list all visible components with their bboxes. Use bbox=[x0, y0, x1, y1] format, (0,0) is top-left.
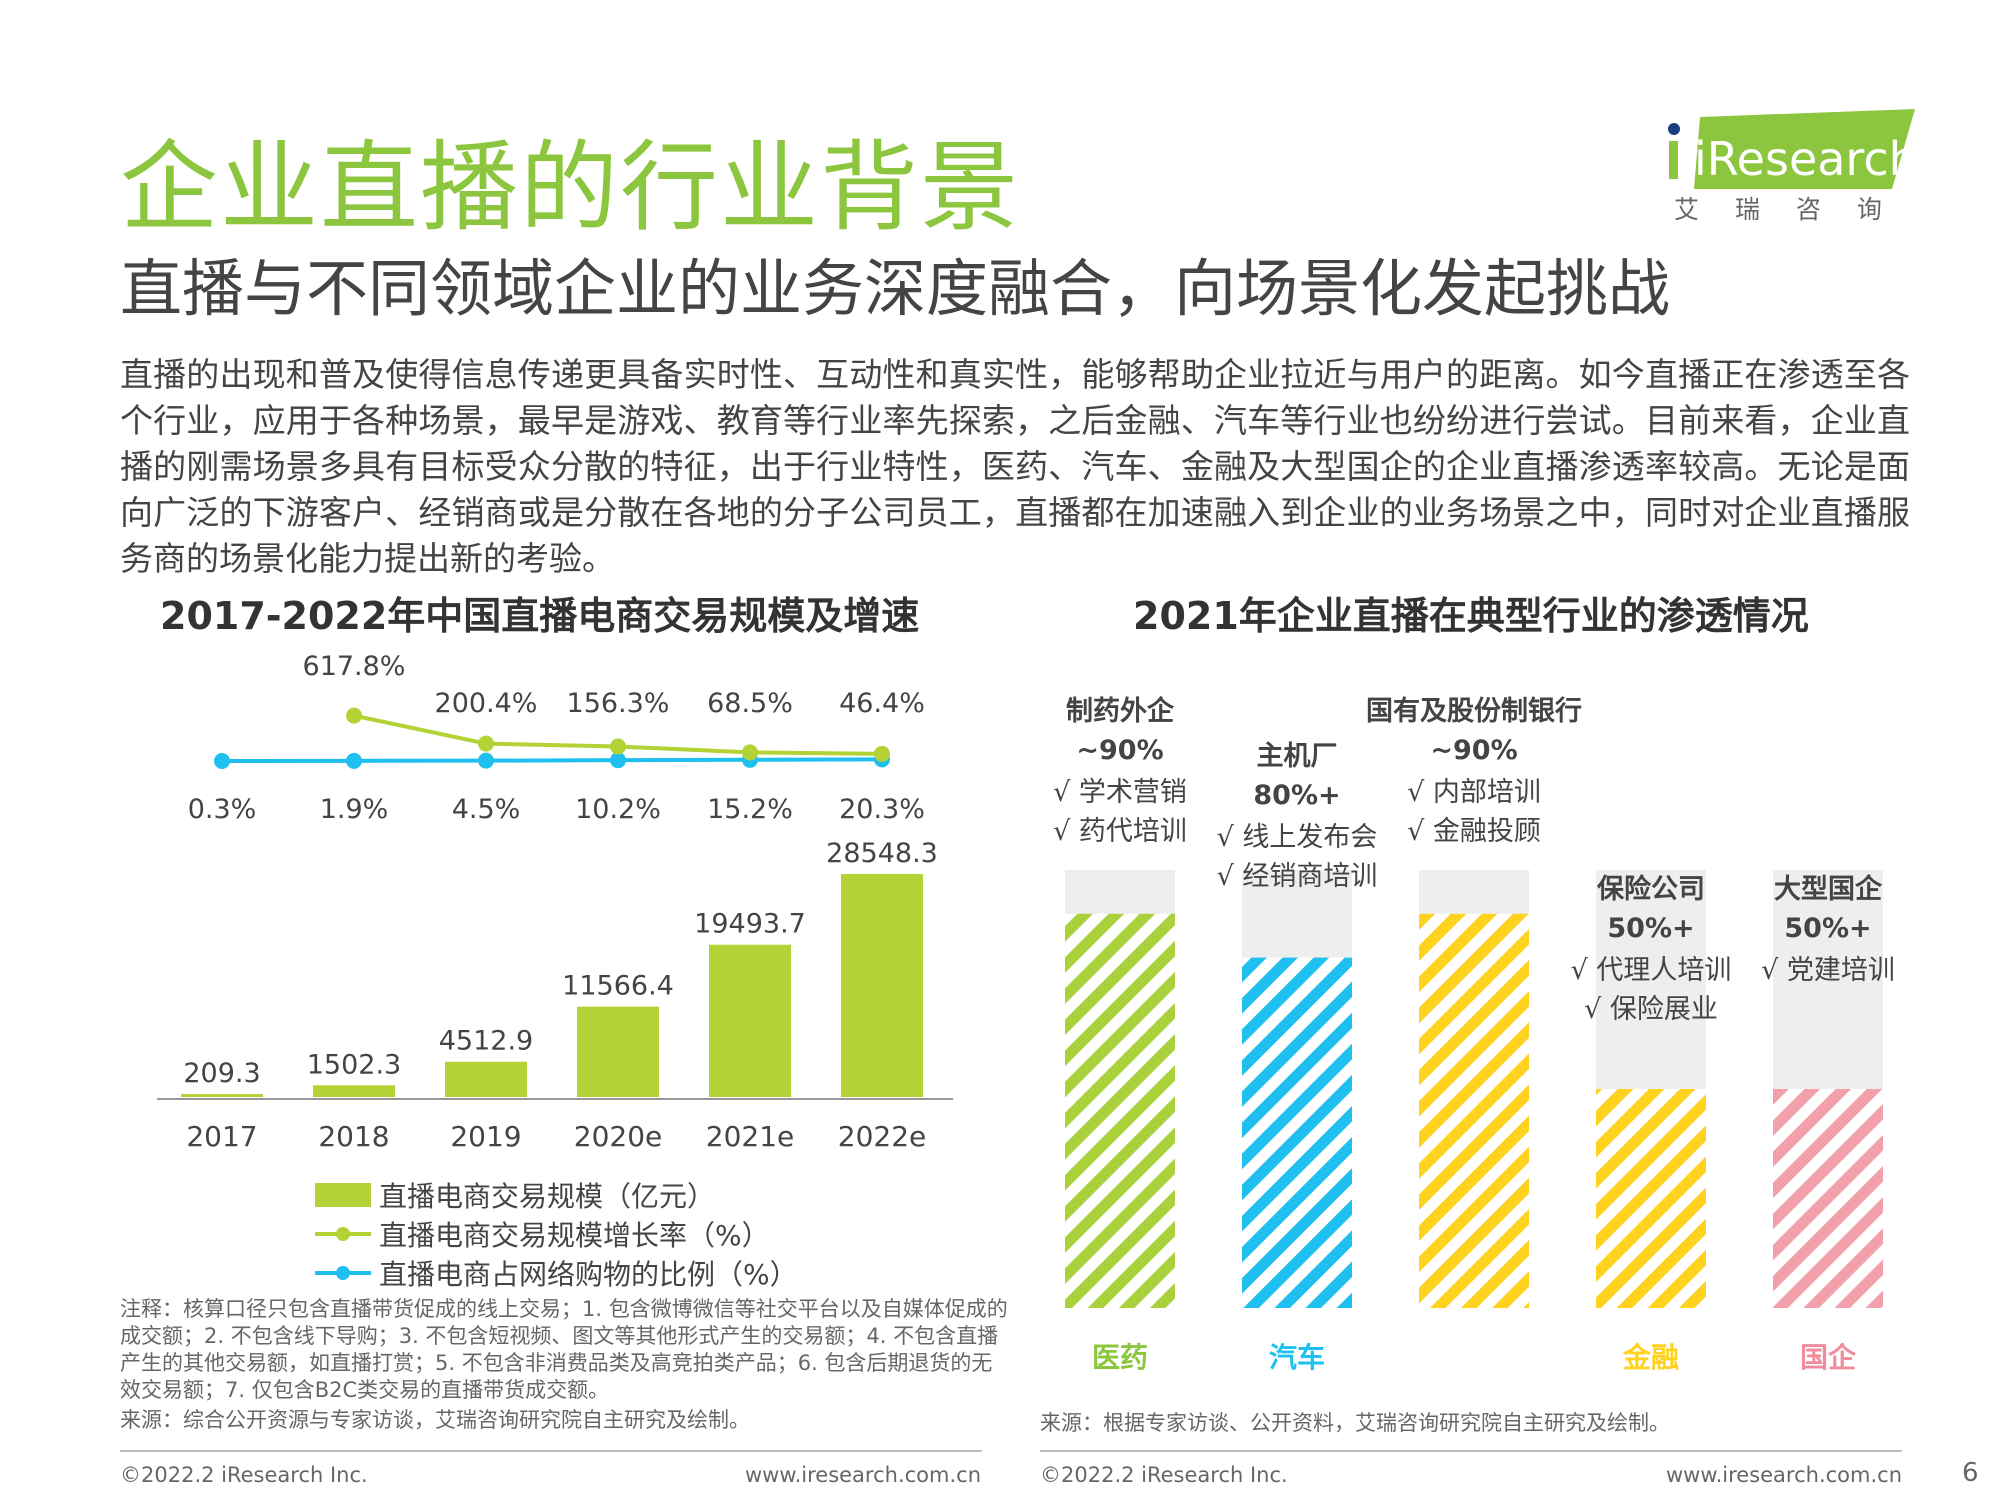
x-tick-label: 2022e bbox=[838, 1120, 926, 1153]
rate-label: 50%+ bbox=[1607, 913, 1694, 944]
share-value-label: 4.5% bbox=[452, 794, 521, 825]
rate-label: 80%+ bbox=[1253, 780, 1340, 811]
x-tick-label: 2019 bbox=[450, 1120, 521, 1153]
bar-2017 bbox=[181, 1094, 263, 1097]
bar-value-label: 209.3 bbox=[183, 1058, 260, 1089]
share-value-label: 0.3% bbox=[188, 794, 257, 825]
legend-label: 直播电商占网络购物的比例（%） bbox=[379, 1258, 798, 1291]
logo-cn-text: 艾 瑞 咨 询 bbox=[1674, 195, 1896, 224]
use-case-item: √ 保险展业 bbox=[1584, 994, 1718, 1025]
growth-value-label: 46.4% bbox=[839, 688, 925, 719]
bar-2022e bbox=[841, 874, 923, 1097]
legend-label: 直播电商交易规模增长率（%） bbox=[379, 1219, 770, 1252]
page-number: 6 bbox=[1962, 1458, 1979, 1488]
x-tick-label: 2018 bbox=[318, 1120, 389, 1153]
footer-copyright-right: ©2022.2 iResearch Inc. bbox=[1040, 1463, 1288, 1487]
bar-2021e bbox=[709, 944, 791, 1097]
share-point bbox=[478, 752, 494, 769]
logo-brand-text: iResearch bbox=[1694, 132, 1918, 186]
use-case-item: √ 线上发布会 bbox=[1217, 822, 1378, 853]
rate-label: 50%+ bbox=[1784, 913, 1871, 944]
x-tick-label: 2017 bbox=[186, 1120, 257, 1153]
x-tick-label: 2021e bbox=[706, 1120, 794, 1153]
use-case-item: √ 内部培训 bbox=[1407, 777, 1541, 808]
bar-value-label: 11566.4 bbox=[562, 971, 674, 1002]
footer-divider-right bbox=[1040, 1450, 1902, 1452]
share-point bbox=[214, 752, 230, 769]
use-case-item: √ 代理人培训 bbox=[1571, 955, 1732, 986]
share-value-label: 20.3% bbox=[839, 794, 925, 825]
page-subtitle: 直播与不同领域企业的业务深度融合，向场景化发起挑战 bbox=[120, 252, 1671, 325]
penetration-bar-3 bbox=[1596, 1089, 1706, 1308]
growth-point bbox=[610, 738, 626, 755]
x-tick-label: 2020e bbox=[574, 1120, 662, 1153]
bar-2018 bbox=[313, 1085, 395, 1097]
footer-divider-left bbox=[120, 1450, 982, 1452]
industry-label: 汽车 bbox=[1269, 1341, 1325, 1374]
org-label: 国有及股份制银行 bbox=[1366, 695, 1582, 727]
industry-label: 医药 bbox=[1092, 1341, 1148, 1374]
penetration-bar-2 bbox=[1419, 913, 1529, 1308]
bar-value-label: 19493.7 bbox=[694, 909, 806, 940]
bar-2019 bbox=[445, 1061, 527, 1097]
use-case-item: √ 党建培训 bbox=[1761, 955, 1895, 986]
bar-value-label: 1502.3 bbox=[307, 1049, 401, 1080]
footer-copyright-left: ©2022.2 iResearch Inc. bbox=[120, 1463, 368, 1487]
legend-swatch-bar bbox=[315, 1183, 371, 1207]
bar-2020e bbox=[577, 1006, 659, 1097]
share-value-label: 15.2% bbox=[707, 794, 793, 825]
penetration-bar-1 bbox=[1242, 957, 1352, 1308]
industry-label: 金融 bbox=[1622, 1341, 1679, 1374]
legend-item-share: 直播电商占网络购物的比例（%） bbox=[315, 1253, 798, 1293]
footer-url-right: www.iresearch.com.cn bbox=[1666, 1463, 1903, 1487]
org-label: 保险公司 bbox=[1596, 873, 1705, 905]
growth-value-label: 156.3% bbox=[567, 688, 670, 719]
share-value-label: 10.2% bbox=[575, 794, 661, 825]
growth-value-label: 200.4% bbox=[435, 688, 538, 719]
logo-i-stem bbox=[1669, 141, 1678, 179]
right-chart-title: 2021年企业直播在典型行业的渗透情况 bbox=[1133, 594, 1809, 638]
legend-swatch-share-line bbox=[315, 1262, 371, 1284]
intro-paragraph: 直播的出现和普及使得信息传递更具备实时性、互动性和真实性，能够帮助企业拉近与用户… bbox=[120, 355, 1910, 578]
growth-point bbox=[874, 745, 890, 762]
share-point bbox=[610, 752, 626, 769]
logo-dot bbox=[1668, 123, 1680, 135]
penetration-bar-4 bbox=[1773, 1089, 1883, 1308]
page-title: 企业直播的行业背景 bbox=[120, 131, 1021, 245]
growth-point bbox=[742, 744, 758, 761]
source-left: 来源：综合公开资源与专家访谈，艾瑞咨询研究院自主研究及绘制。 bbox=[120, 1408, 750, 1432]
bar-value-label: 4512.9 bbox=[439, 1026, 533, 1057]
source-right: 来源：根据专家访谈、公开资料，艾瑞咨询研究院自主研究及绘制。 bbox=[1040, 1411, 1670, 1435]
rate-label: ~90% bbox=[1430, 735, 1517, 766]
growth-point bbox=[478, 735, 494, 752]
bar-value-label: 28548.3 bbox=[826, 838, 938, 869]
industry-label: 国企 bbox=[1800, 1341, 1857, 1374]
left-chart-title: 2017-2022年中国直播电商交易规模及增速 bbox=[160, 594, 920, 638]
use-case-item: √ 学术营销 bbox=[1053, 777, 1187, 808]
legend-label: 直播电商交易规模（亿元） bbox=[379, 1180, 716, 1213]
share-value-label: 1.9% bbox=[320, 794, 389, 825]
org-label: 制药外企 bbox=[1066, 695, 1175, 727]
use-case-item: √ 经销商培训 bbox=[1217, 861, 1378, 892]
chart-notes: 注释：核算口径只包含直播带货促成的线上交易；1. 包含微博微信等社交平台以及自媒… bbox=[120, 1297, 1008, 1402]
footer-url-left: www.iresearch.com.cn bbox=[745, 1463, 982, 1487]
legend-swatch-growth-line bbox=[315, 1223, 371, 1245]
org-label: 主机厂 bbox=[1257, 741, 1338, 772]
use-case-item: √ 药代培训 bbox=[1053, 816, 1187, 847]
growth-value-label: 68.5% bbox=[707, 688, 793, 719]
share-point bbox=[346, 752, 362, 769]
iresearch-logo: iResearch 艾 瑞 咨 询 bbox=[1668, 109, 1918, 224]
use-case-item: √ 金融投顾 bbox=[1407, 816, 1541, 847]
share-line bbox=[221, 757, 883, 763]
growth-value-label: 617.8% bbox=[303, 651, 406, 682]
growth-point bbox=[346, 707, 362, 724]
legend-item-growth: 直播电商交易规模增长率（%） bbox=[315, 1214, 770, 1254]
legend-item-scale: 直播电商交易规模（亿元） bbox=[315, 1175, 715, 1215]
org-label: 大型国企 bbox=[1774, 873, 1883, 905]
rate-label: ~90% bbox=[1076, 735, 1163, 766]
penetration-bar-0 bbox=[1065, 913, 1175, 1308]
logo-banner-shape bbox=[1694, 109, 1915, 189]
